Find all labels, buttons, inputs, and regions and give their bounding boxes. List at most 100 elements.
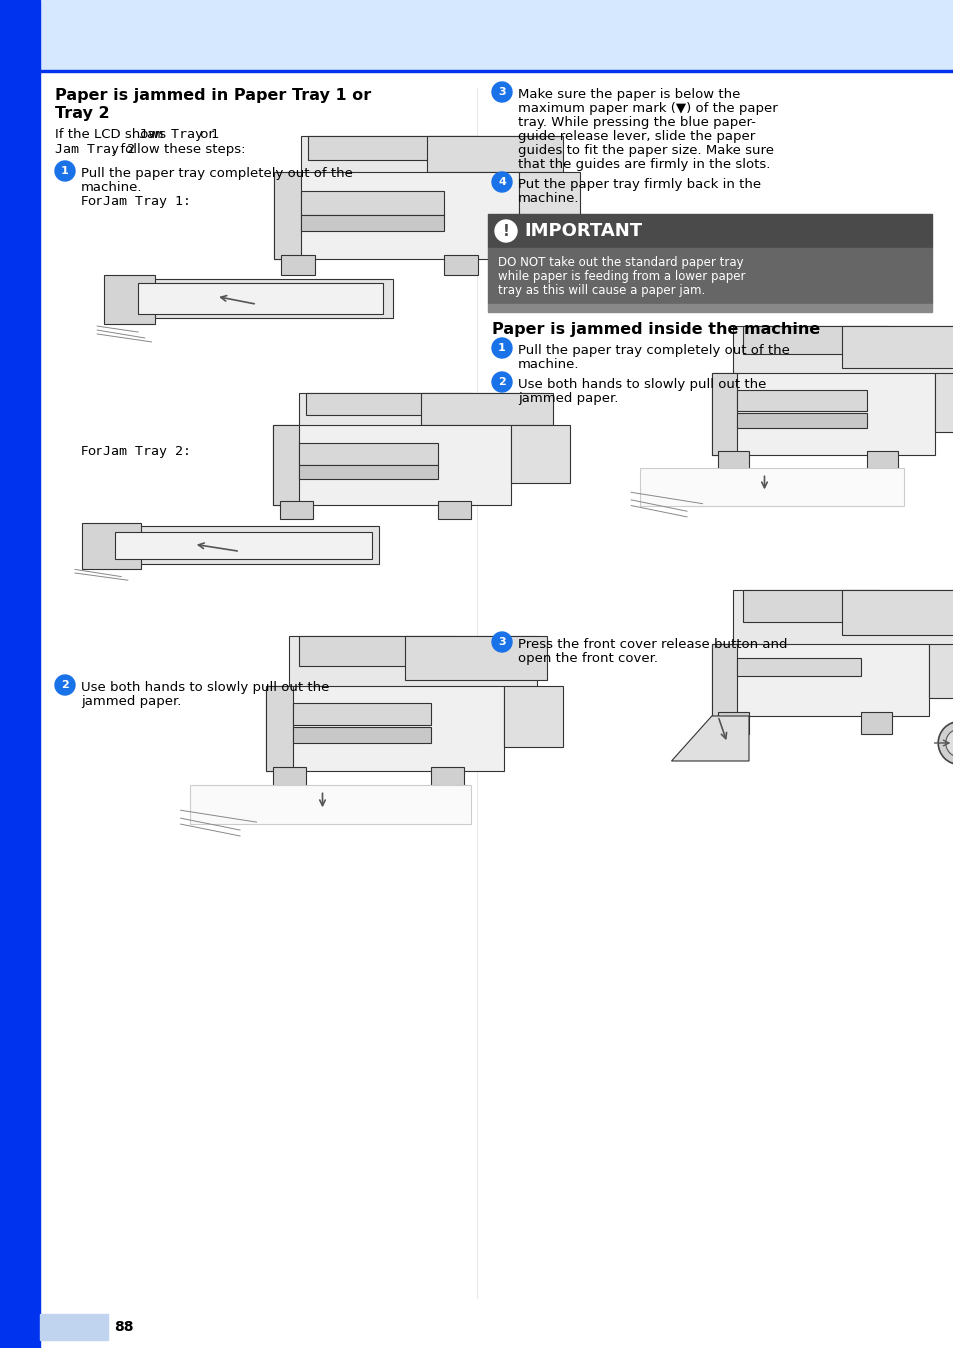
Text: For: For	[81, 445, 106, 458]
Circle shape	[492, 338, 512, 359]
Bar	[82, 523, 141, 569]
Circle shape	[492, 82, 512, 102]
Text: If the LCD shows: If the LCD shows	[55, 128, 171, 142]
Bar	[301, 191, 443, 216]
Bar	[718, 712, 748, 735]
Circle shape	[944, 729, 953, 758]
Bar	[431, 767, 464, 790]
Text: Tray 2: Tray 2	[55, 106, 110, 121]
Bar	[736, 658, 860, 677]
Bar	[40, 70, 953, 71]
Bar	[860, 712, 891, 735]
Text: 1: 1	[61, 166, 69, 177]
Bar	[510, 426, 569, 483]
Bar	[299, 636, 454, 666]
Text: Paper is jammed in Paper Tray 1 or: Paper is jammed in Paper Tray 1 or	[55, 88, 371, 102]
Text: machine.: machine.	[517, 359, 578, 371]
Text: 4: 4	[497, 177, 505, 187]
Circle shape	[492, 372, 512, 392]
Text: For: For	[81, 195, 106, 208]
Circle shape	[495, 220, 517, 243]
Text: Put the paper tray firmly back in the: Put the paper tray firmly back in the	[517, 178, 760, 191]
Bar	[518, 171, 579, 235]
Bar	[841, 326, 953, 368]
Circle shape	[937, 721, 953, 764]
Text: while paper is feeding from a lower paper: while paper is feeding from a lower pape…	[497, 270, 744, 283]
Bar	[427, 136, 562, 171]
Text: jammed paper.: jammed paper.	[81, 696, 181, 708]
Text: Paper is jammed inside the machine: Paper is jammed inside the machine	[492, 322, 820, 337]
Bar	[301, 216, 443, 231]
Bar	[437, 501, 471, 519]
Circle shape	[492, 173, 512, 191]
Text: open the front cover.: open the front cover.	[517, 652, 658, 665]
Bar	[711, 373, 934, 454]
Bar	[279, 501, 313, 519]
Text: that the guides are firmly in the slots.: that the guides are firmly in the slots.	[517, 158, 770, 171]
Bar	[308, 136, 477, 160]
Text: !: !	[502, 224, 509, 239]
Bar	[0, 0, 953, 70]
Bar	[306, 394, 471, 415]
Text: 2: 2	[497, 377, 505, 387]
Text: tray as this will cause a paper jam.: tray as this will cause a paper jam.	[497, 284, 704, 297]
Bar	[266, 686, 293, 771]
Text: 1: 1	[497, 342, 505, 353]
Text: maximum paper mark (▼) of the paper: maximum paper mark (▼) of the paper	[517, 102, 777, 115]
Bar	[503, 686, 563, 747]
Bar	[299, 443, 437, 465]
Bar	[488, 214, 931, 248]
Bar	[928, 644, 953, 698]
Bar	[742, 326, 887, 355]
Bar	[742, 590, 879, 623]
Bar	[138, 283, 382, 314]
Text: Jam Tray 2:: Jam Tray 2:	[103, 445, 191, 458]
Text: DO NOT take out the standard paper tray: DO NOT take out the standard paper tray	[497, 256, 742, 270]
Bar	[101, 526, 378, 563]
Bar	[289, 636, 537, 705]
Text: 2: 2	[61, 679, 69, 690]
Bar	[273, 426, 299, 504]
Text: Pull the paper tray completely out of the: Pull the paper tray completely out of th…	[517, 344, 789, 357]
Bar	[273, 426, 510, 504]
Text: tray. While pressing the blue paper-: tray. While pressing the blue paper-	[517, 116, 755, 129]
Text: Make sure the paper is below the: Make sure the paper is below the	[517, 88, 740, 101]
Text: Jam Tray 1: Jam Tray 1	[139, 128, 219, 142]
Bar	[280, 255, 314, 275]
Text: guide release lever, slide the paper: guide release lever, slide the paper	[517, 129, 755, 143]
Bar	[488, 248, 931, 305]
Bar	[733, 590, 953, 662]
Bar	[191, 785, 471, 824]
Text: 88: 88	[113, 1320, 133, 1335]
Bar	[934, 373, 953, 431]
Bar	[299, 394, 543, 443]
Text: 3: 3	[497, 638, 505, 647]
Text: guides to fit the paper size. Make sure: guides to fit the paper size. Make sure	[517, 144, 773, 156]
Text: machine.: machine.	[517, 191, 578, 205]
Circle shape	[492, 632, 512, 652]
Bar	[301, 136, 552, 191]
Text: IMPORTANT: IMPORTANT	[523, 222, 641, 240]
Bar	[266, 686, 503, 771]
Bar	[0, 0, 40, 1348]
Bar	[104, 275, 154, 324]
Bar	[736, 391, 866, 411]
Bar	[274, 171, 518, 259]
Text: jammed paper.: jammed paper.	[517, 392, 618, 404]
Bar	[40, 1314, 108, 1340]
Bar	[639, 468, 903, 506]
Bar	[274, 171, 301, 259]
Bar	[736, 412, 866, 429]
Bar	[488, 305, 931, 311]
Text: Use both hands to slowly pull out the: Use both hands to slowly pull out the	[517, 377, 765, 391]
Bar	[711, 644, 928, 716]
Bar	[733, 326, 953, 392]
Bar	[443, 255, 477, 275]
Bar	[718, 450, 748, 473]
Text: , follow these steps:: , follow these steps:	[112, 143, 245, 156]
Bar	[293, 727, 431, 743]
Bar	[711, 644, 736, 716]
Text: Press the front cover release button and: Press the front cover release button and	[517, 638, 786, 651]
Text: or: or	[195, 128, 213, 142]
Bar	[293, 704, 431, 725]
